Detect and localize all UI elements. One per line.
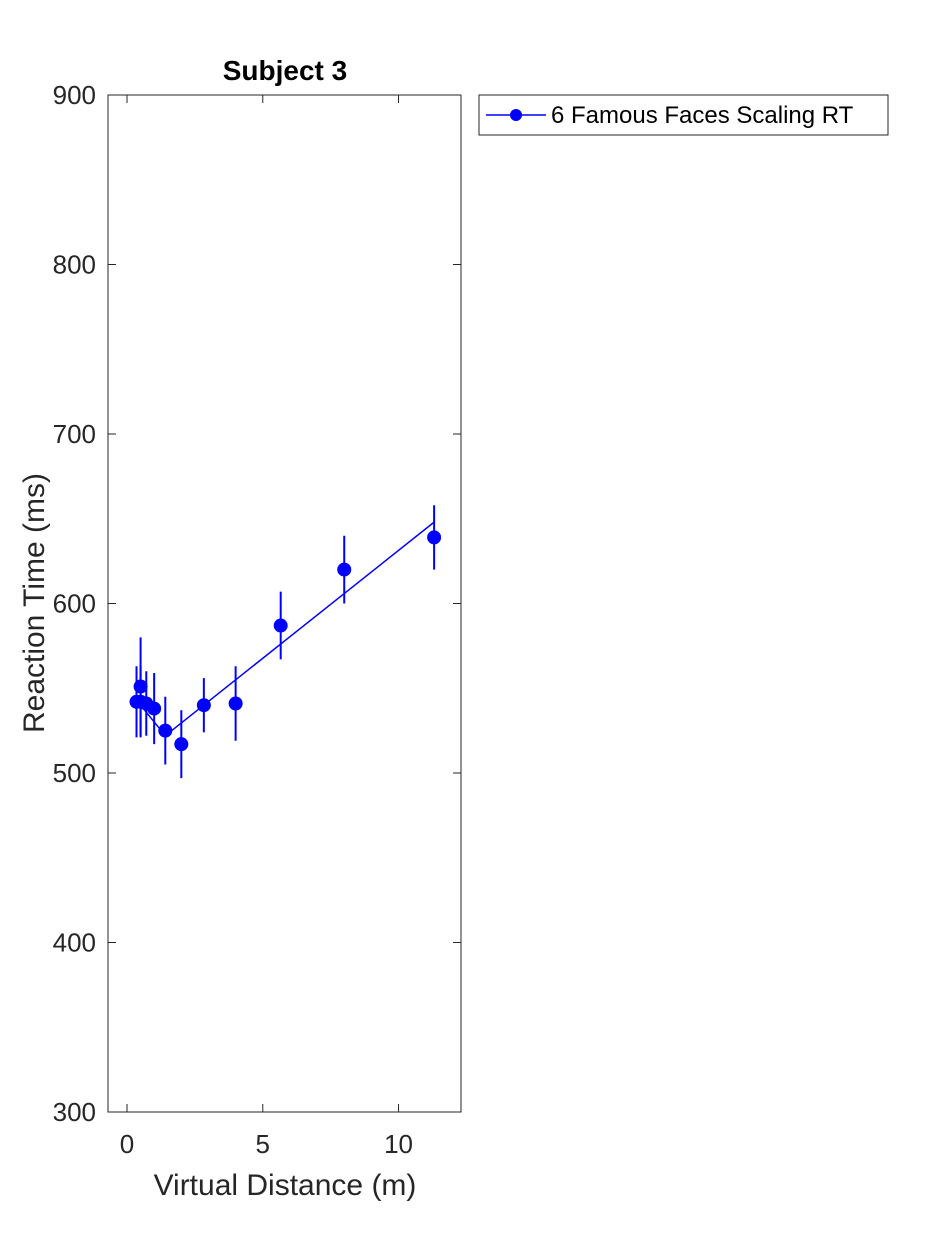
data-point <box>427 530 442 545</box>
y-tick-label: 400 <box>53 928 96 958</box>
y-tick-label: 700 <box>53 419 96 449</box>
y-tick-label: 600 <box>53 589 96 619</box>
data-point <box>133 679 148 694</box>
fit-line-segment <box>164 521 435 737</box>
y-tick-label: 800 <box>53 250 96 280</box>
y-tick-label: 300 <box>53 1097 96 1127</box>
x-tick-label: 10 <box>384 1129 413 1159</box>
legend: 6 Famous Faces Scaling RT <box>478 94 889 136</box>
x-axis-label: Virtual Distance (m) <box>154 1169 417 1202</box>
legend-marker <box>510 109 522 121</box>
legend-box <box>478 94 889 136</box>
data-point <box>158 723 173 738</box>
axis-ticks: 300 400 500 600 700 800 900 0 5 10 <box>53 80 461 1159</box>
data-point <box>273 618 288 633</box>
plot-area <box>107 94 462 1113</box>
data-point <box>337 562 352 577</box>
x-tick-label: 5 <box>256 1129 270 1159</box>
y-tick-label: 500 <box>53 758 96 788</box>
data-point <box>147 701 162 716</box>
x-tick-label: 0 <box>120 1129 134 1159</box>
data-point <box>196 698 211 713</box>
chart-title: Subject 3 <box>223 55 347 86</box>
data-points <box>129 530 442 752</box>
y-tick-label: 900 <box>53 80 96 110</box>
data-point <box>174 737 189 752</box>
legend-label: 6 Famous Faces Scaling RT <box>551 102 854 129</box>
data-point <box>228 696 243 711</box>
y-axis-label: Reaction Time (ms) <box>18 473 51 733</box>
